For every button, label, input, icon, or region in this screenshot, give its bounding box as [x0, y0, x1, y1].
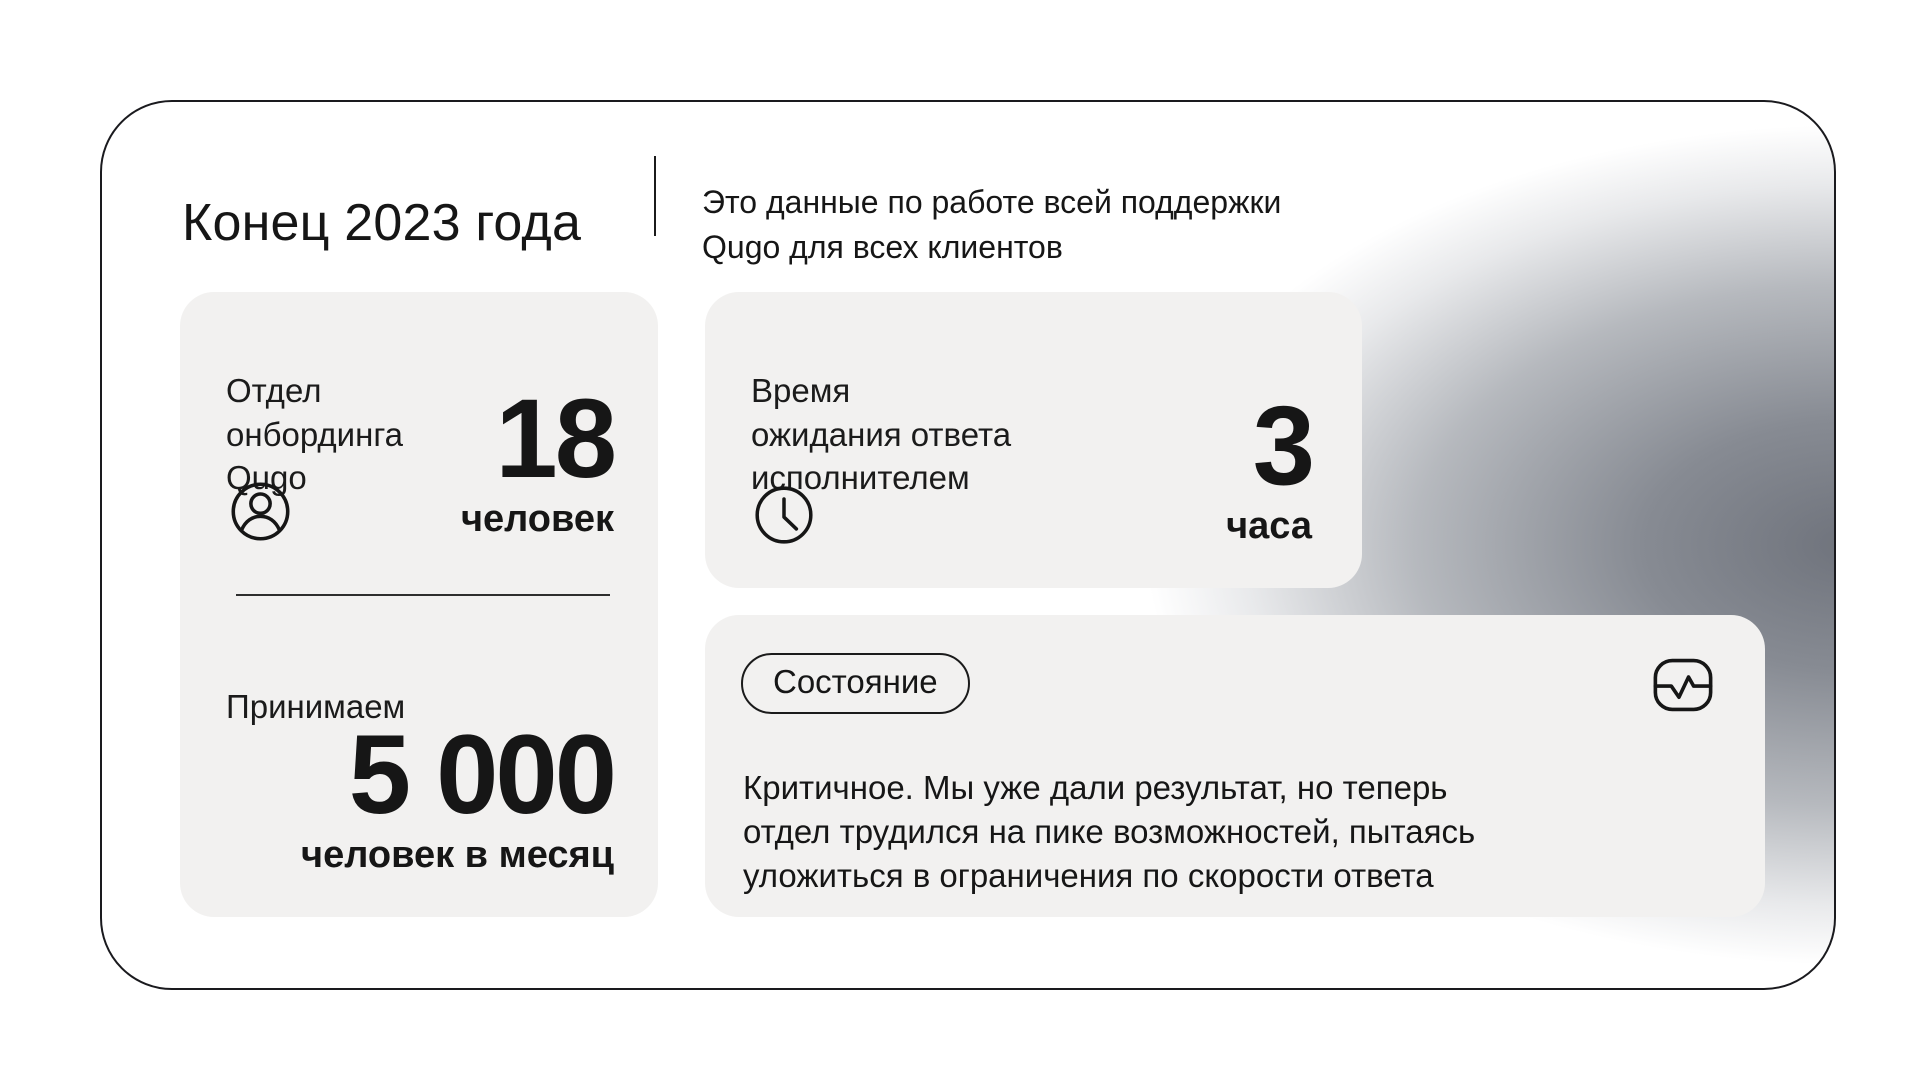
main-frame: Конец 2023 года Это данные по работе все…	[100, 100, 1836, 990]
user-circle-icon	[227, 478, 294, 545]
wait-stat-value: 3	[1252, 382, 1315, 508]
team-stat-value: 18	[495, 376, 617, 501]
wait-stat-unit: часа	[1226, 505, 1312, 547]
wait-stat: 3 часа	[1226, 382, 1315, 548]
clock-icon	[751, 482, 817, 548]
page-title: Конец 2023 года	[182, 193, 582, 252]
activity-square-icon	[1649, 651, 1717, 719]
status-card: Состояние Критичное. Мы уже дали результ…	[705, 615, 1765, 917]
team-stat-unit: человек	[460, 498, 614, 541]
header-divider	[654, 156, 656, 236]
status-text: Критичное. Мы уже дали результат, но теп…	[743, 769, 1476, 894]
card-inner-divider	[236, 594, 610, 596]
team-card: Отдел онбординга Qugo 18 человек Принима…	[180, 292, 658, 917]
intake-label: Принимаем	[226, 688, 406, 725]
intake-stat-value: 5 000	[348, 712, 617, 837]
team-card-label: Отдел онбординга Qugo	[226, 372, 404, 497]
wait-time-card: Время ожидания ответа исполнителем 3 час…	[705, 292, 1362, 588]
intake-stat: 5 000 человек в месяц	[301, 712, 617, 877]
team-stat: 18 человек	[460, 376, 617, 541]
status-badge: Состояние	[741, 653, 970, 715]
page-subtitle: Это данные по работе всей поддержки Qugo…	[702, 184, 1282, 265]
intake-stat-unit: человек в месяц	[301, 834, 614, 877]
wait-card-label: Время ожидания ответа исполнителем	[751, 372, 1012, 497]
